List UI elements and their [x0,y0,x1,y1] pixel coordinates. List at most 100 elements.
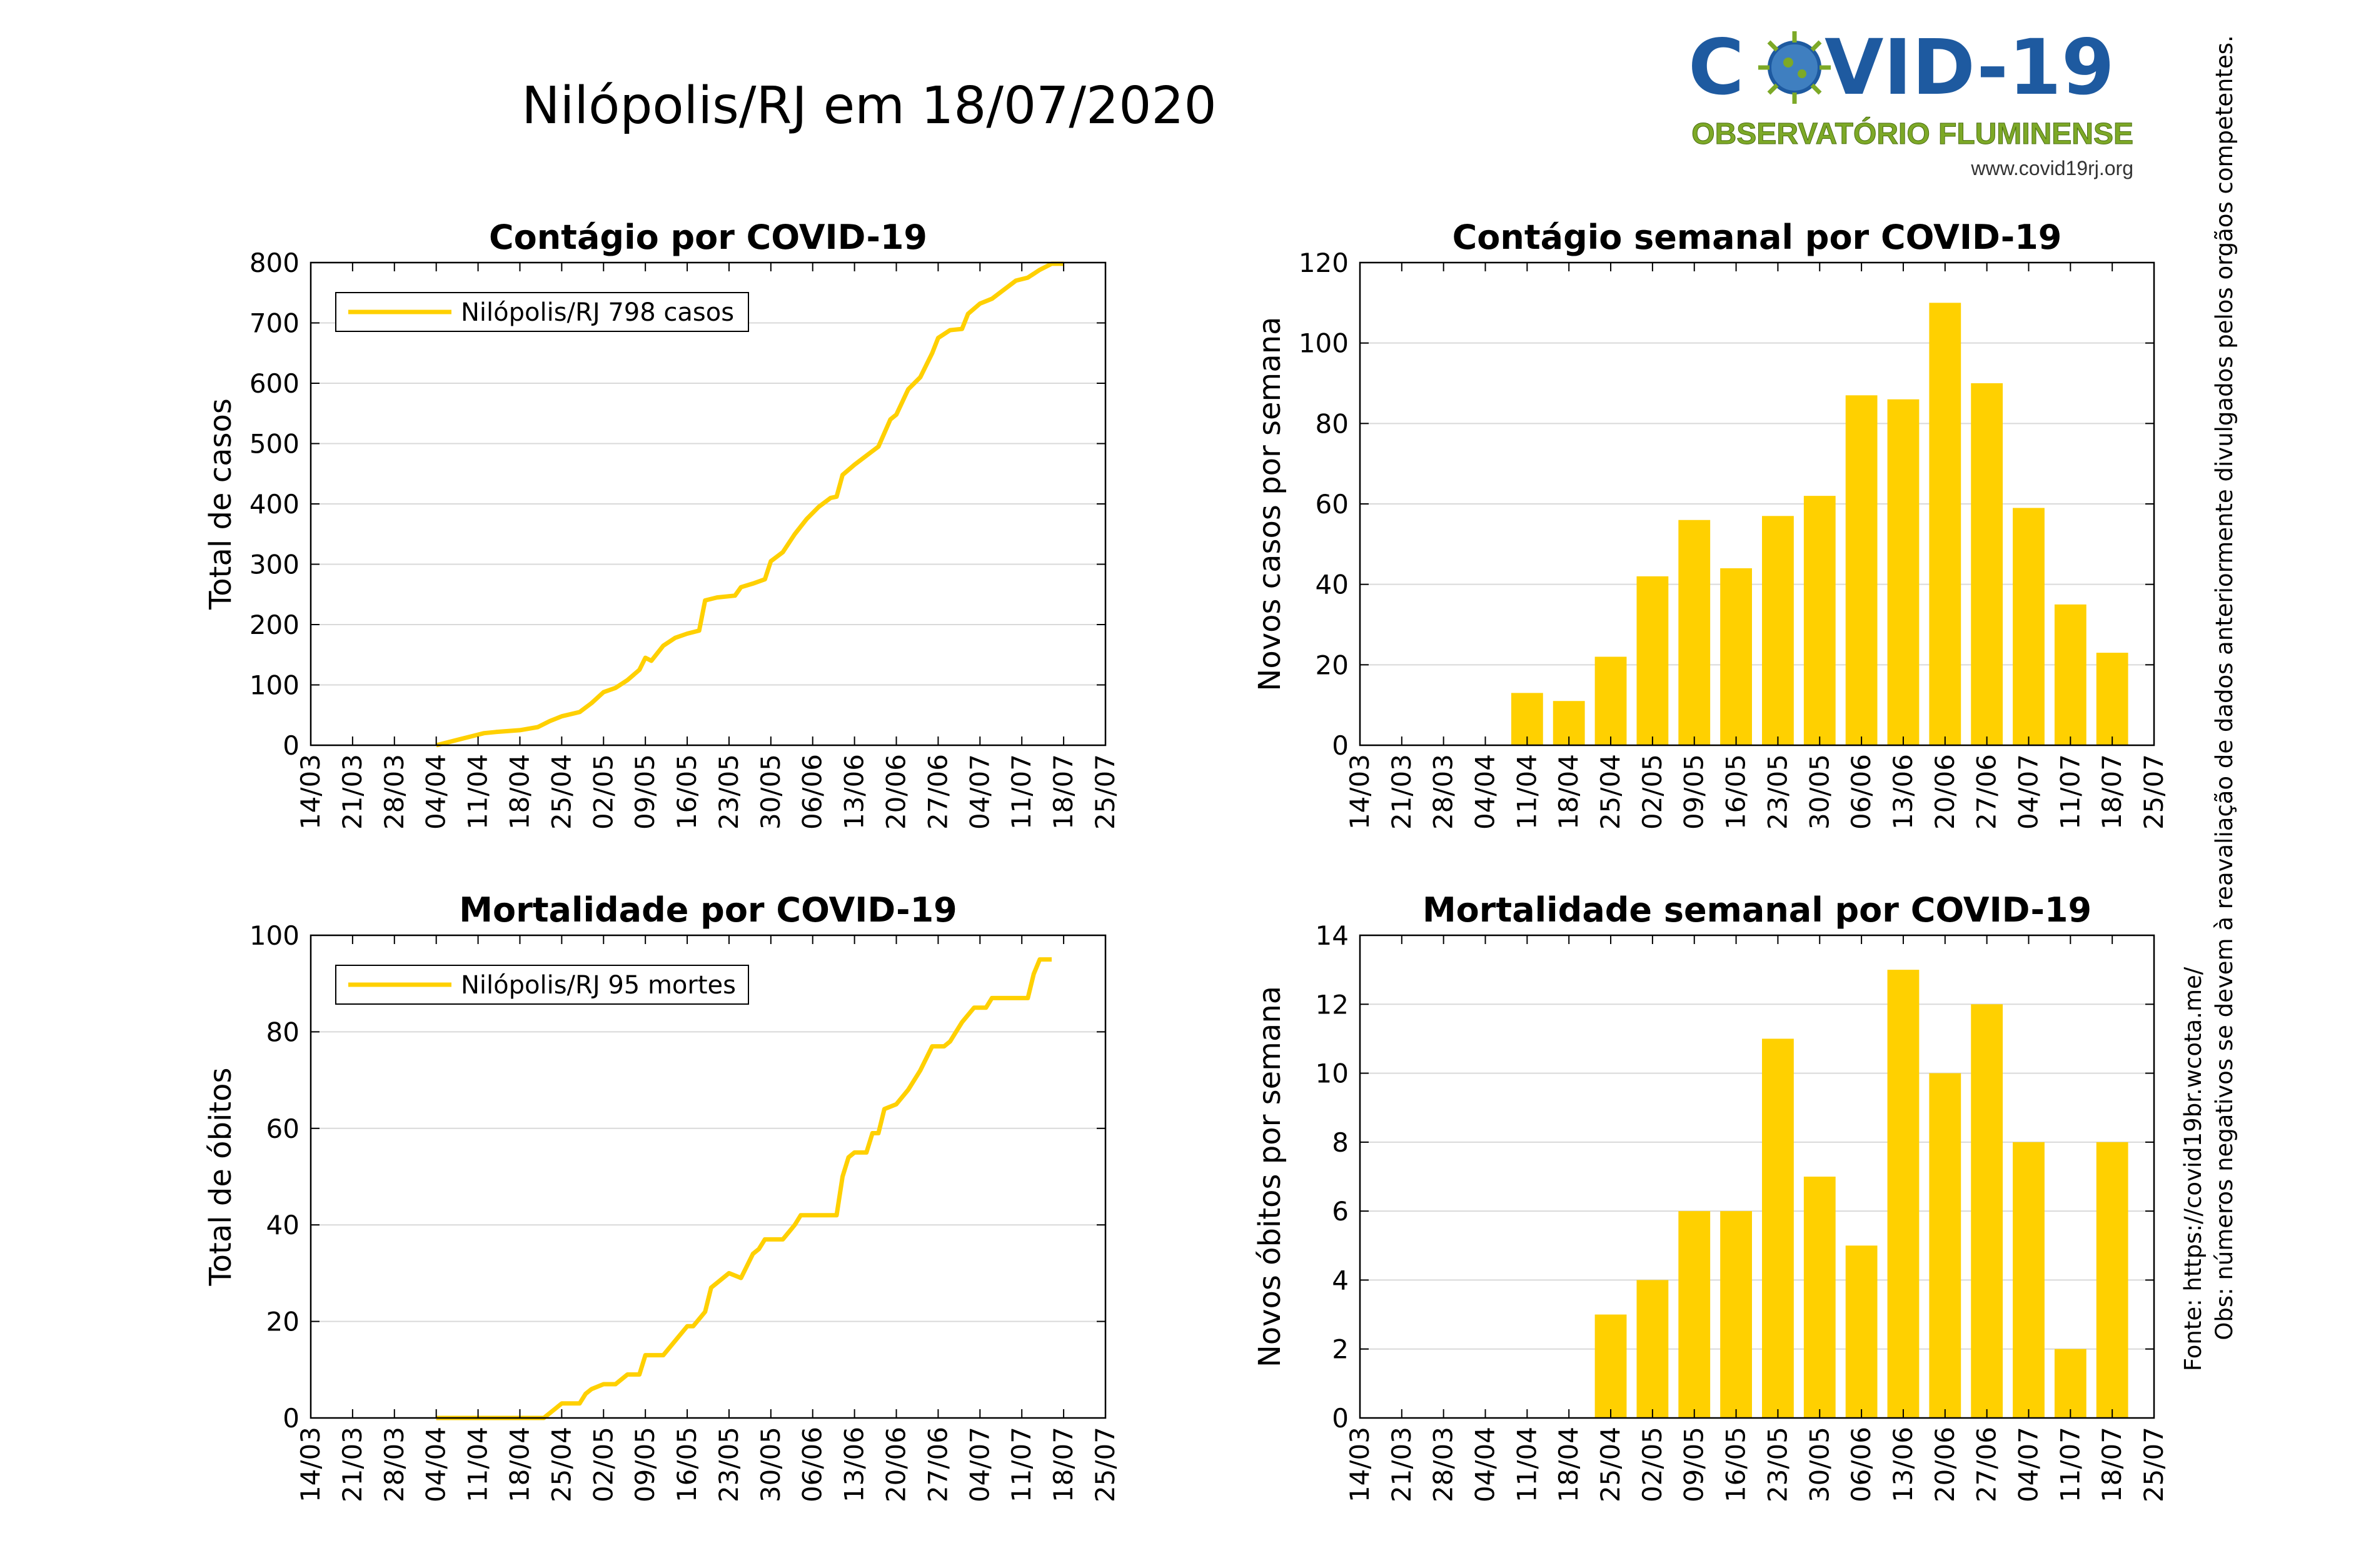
bar [2096,653,2128,745]
x-tick-label: 28/03 [379,1427,410,1502]
bar [1636,576,1669,745]
x-tick-label: 02/05 [1637,754,1668,830]
bar [1971,383,2003,745]
logo-url: www.covid19rj.org [1970,157,2133,179]
chart-deaths-weekly: 0 2 4 6 8 10 12 14 14/03 21/03 28/03 04/04 11/04 18/0… [1252,890,2169,1502]
x-tick-label: 18/07 [1048,1427,1079,1502]
x-tick-label: 11/07 [1006,754,1037,830]
y-tick-label: 0 [1332,1403,1349,1434]
x-tick-label: 04/07 [2013,754,2043,830]
y-tick-label: 200 [249,610,300,640]
bar [1929,303,1961,745]
x-tick-label: 14/03 [1344,754,1375,830]
x-tick-label: 27/06 [922,1427,953,1502]
x-tick-label: 25/04 [1595,754,1626,830]
bar [1636,1280,1669,1418]
bar [2096,1142,2128,1418]
x-tick-label: 25/04 [1595,1427,1626,1502]
y-tick-label: 600 [249,368,300,399]
y-tick-label: 20 [266,1307,300,1337]
bar [1887,970,1920,1418]
bar [1971,1004,2003,1418]
legend-label: Nilópolis/RJ 95 mortes [461,971,736,1000]
chart-title: Contágio por COVID-19 [489,218,927,257]
y-tick-label: 6 [1332,1196,1349,1227]
x-tick-label: 23/05 [1762,1427,1793,1502]
x-tick-label: 06/06 [1846,754,1876,830]
x-tick-label: 21/03 [337,754,368,830]
x-tick-label: 21/03 [337,1427,368,1502]
x-tick-label: 27/06 [1971,1427,2002,1502]
x-tick-label: 16/05 [672,1427,702,1502]
chart-deaths-total: 0 20 40 60 80 100 14/03 21/03 28/03 04/04 11/04 18/… [203,890,1120,1502]
x-tick-label: 02/05 [1637,1427,1668,1502]
x-tick-label: 11/04 [1511,1427,1542,1502]
bar [1678,520,1711,745]
x-tick-label: 23/05 [713,754,744,830]
x-tick-label: 13/06 [839,1427,870,1502]
x-tick-label: 06/06 [1846,1427,1876,1502]
x-tick-label: 04/07 [964,754,995,830]
y-tick-label: 800 [249,248,300,278]
y-tick-label: 4 [1332,1265,1349,1295]
x-tick-label: 06/06 [797,1427,828,1502]
bar [2054,1349,2087,1418]
chart-cases-weekly: 0 20 40 60 80 100 120 14/03 21/03 28/03 04/04 11/04… [1252,218,2169,830]
chart-cases-total: 0 100 200 300 400 500 600 700 800 14/03 21/03 28/03… [203,218,1120,830]
x-tick-label: 04/04 [1470,1427,1501,1502]
x-tick-label: 21/03 [1386,754,1417,830]
x-tick-label: 02/05 [588,1427,618,1502]
chart-title: Mortalidade semanal por COVID-19 [1422,890,2092,930]
x-tick-label: 16/05 [1721,754,1751,830]
x-tick-label: 25/04 [546,754,576,830]
x-tick-label: 20/06 [1930,1427,1960,1502]
x-tick-label: 13/06 [1888,1427,1918,1502]
y-tick-label: 0 [1332,730,1349,761]
x-tick-label: 25/07 [1090,754,1120,830]
x-tick-label: 18/07 [2097,1427,2127,1502]
side-note: Obs: números negativos se devem à reaval… [2211,35,2238,1340]
x-tick-label: 14/03 [1344,1427,1375,1502]
logo-name-right: VID-19 [1825,23,2115,112]
x-tick-label: 18/04 [1553,1427,1584,1502]
x-tick-label: 28/03 [379,754,410,830]
x-tick-label: 25/04 [546,1427,576,1502]
y-tick-label: 2 [1332,1334,1349,1365]
y-tick-label: 80 [1316,408,1349,439]
bar [1594,1314,1627,1418]
x-tick-label: 28/03 [1428,1427,1459,1502]
x-tick-label: 13/06 [1888,754,1918,830]
bar [1803,1177,1836,1418]
x-tick-label: 23/05 [713,1427,744,1502]
y-tick-label: 100 [1299,328,1349,359]
x-tick-label: 11/04 [463,754,493,830]
series-line [436,957,1052,1420]
y-tick-label: 8 [1332,1127,1349,1158]
x-tick-label: 04/04 [421,1427,451,1502]
x-tick-label: 04/04 [421,754,451,830]
x-tick-label: 20/06 [881,1427,912,1502]
plot-frame [310,934,1107,1419]
chart-title: Contágio semanal por COVID-19 [1452,218,2062,257]
legend: Nilópolis/RJ 95 mortes [335,965,749,1005]
y-tick-label: 100 [249,920,300,951]
y-axis-label: Novos casos por semana [1252,316,1287,691]
legend-label: Nilópolis/RJ 798 casos [461,298,734,327]
virus-icon [1758,31,1831,104]
y-tick-label: 20 [1316,650,1349,680]
x-tick-label: 11/07 [2055,1427,2085,1502]
bar [1929,1073,1961,1418]
y-tick-label: 12 [1316,989,1349,1020]
x-tick-label: 30/05 [1804,754,1835,830]
bar [2054,604,2087,745]
legend: Nilópolis/RJ 798 casos [335,292,749,332]
y-tick-label: 40 [266,1210,300,1240]
x-tick-label: 30/05 [1804,1427,1835,1502]
y-tick-label: 400 [249,489,300,520]
x-tick-label: 09/05 [1679,1427,1709,1502]
bar [1678,1211,1711,1418]
y-tick-label: 60 [1316,489,1349,520]
x-tick-label: 18/04 [504,754,535,830]
y-tick-label: 60 [266,1113,300,1144]
x-tick-label: 11/07 [2055,754,2085,830]
